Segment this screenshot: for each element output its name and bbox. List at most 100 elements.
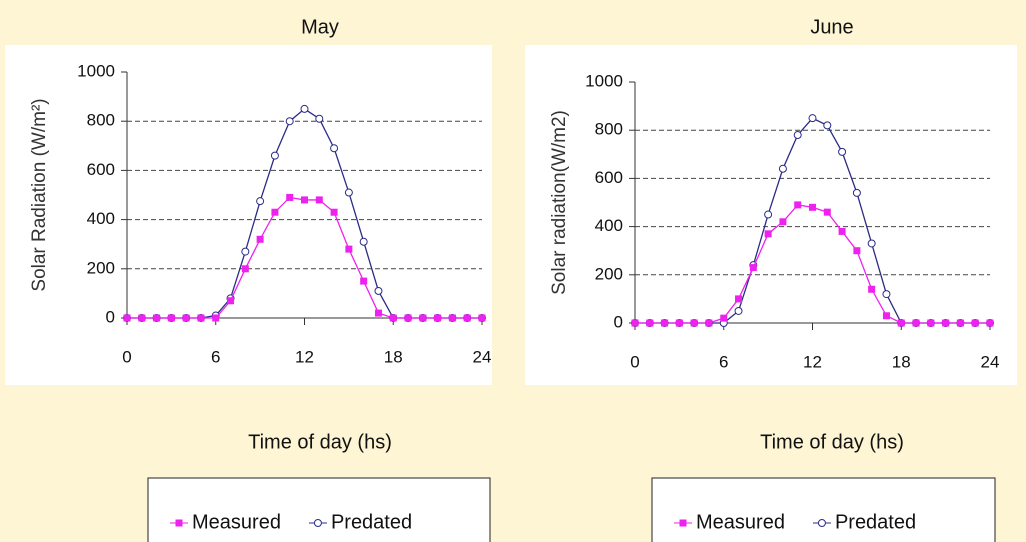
marker [389,314,397,322]
legend-marker [313,519,322,527]
marker [838,227,846,235]
marker [646,319,654,327]
y-tick-label: 600 [595,168,623,187]
marker [330,144,339,153]
y-tick-label: 200 [87,258,115,277]
marker [182,314,190,322]
plot-panel [5,45,492,385]
marker [330,208,338,216]
marker [675,319,683,327]
y-tick-label: 200 [595,264,623,283]
y-axis-label: Solar radiation(W/m2) [549,110,570,295]
marker [809,203,816,211]
marker [927,319,935,327]
legend-text: Predated [835,511,916,533]
legend-marker [817,519,826,527]
y-tick-label: 1000 [77,61,115,80]
x-tick-label: 12 [295,347,314,366]
marker [942,319,950,327]
x-tick-label: 18 [384,347,403,366]
marker [434,314,442,322]
marker [778,164,787,173]
marker [779,218,787,226]
marker [270,151,279,160]
marker [300,104,309,113]
marker [256,197,265,206]
marker [138,314,146,322]
marker [167,314,175,322]
chart-title: May [301,16,339,38]
y-tick-label: 800 [595,120,623,139]
y-tick-label: 400 [87,209,115,228]
x-tick-label: 24 [473,347,492,366]
marker [853,247,861,255]
legend-text: Measured [192,511,281,533]
marker [912,319,920,327]
marker [867,239,876,248]
legend-marker [175,519,183,527]
marker [661,319,669,327]
x-tick-label: 18 [892,352,911,371]
y-tick-label: 800 [87,111,115,130]
x-tick-label: 12 [803,352,822,371]
marker [315,114,324,123]
legend-marker [679,519,687,527]
marker [301,196,308,204]
chart: May Time of day (hs) Solar Radiation (W/m²… [5,16,492,542]
x-tick-label: 0 [630,352,639,371]
marker [286,193,294,201]
marker [794,201,802,209]
marker [212,314,220,322]
marker [690,319,698,327]
marker [705,319,713,327]
marker [123,314,131,322]
marker [478,314,486,322]
marker [256,235,264,243]
marker [344,188,353,197]
marker [971,319,979,327]
y-tick-label: 1000 [585,71,623,90]
marker [852,188,861,197]
marker [720,314,728,322]
chart: June Time of day (hs) Solar radiation(W/m2… [525,16,1017,542]
marker [271,208,279,216]
y-tick-label: 0 [106,307,115,326]
marker [764,210,773,219]
marker [315,196,323,204]
y-axis-label: Solar Radiation (W/m²) [29,98,50,291]
marker [285,117,294,126]
marker [197,314,205,322]
marker [749,264,757,272]
marker [882,290,891,299]
marker [823,121,832,130]
marker [838,147,847,156]
legend-box [651,477,996,542]
marker [153,314,161,322]
marker [793,131,802,140]
y-tick-label: 600 [87,160,115,179]
marker [360,277,368,285]
marker [374,286,383,295]
marker [374,309,382,317]
marker [986,319,994,327]
marker [241,247,250,256]
marker [868,285,876,293]
marker [404,314,412,322]
marker [823,208,831,216]
marker [808,114,817,123]
x-tick-label: 6 [211,347,220,366]
marker [345,245,353,253]
legend-box [147,477,491,542]
x-axis-label: Time of day (hs) [760,431,904,453]
marker [735,295,743,303]
marker [631,319,639,327]
marker [882,312,890,320]
chart-title: June [810,16,853,38]
marker [419,314,427,322]
marker [359,237,368,246]
marker [241,265,249,273]
marker [734,306,743,315]
marker [897,319,905,327]
marker [956,319,964,327]
